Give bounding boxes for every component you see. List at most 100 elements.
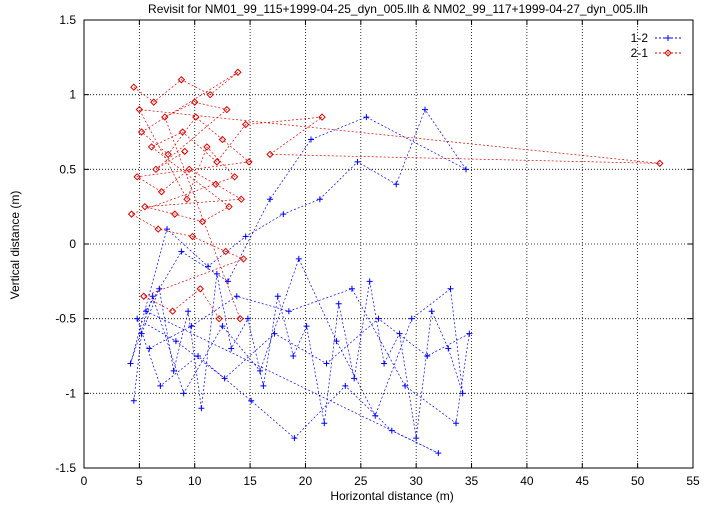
data-point-2-1 (183, 195, 191, 203)
x-tick-label: 20 (299, 474, 313, 488)
y-tick-label: 0.5 (59, 162, 76, 176)
data-point-1-2 (257, 367, 264, 374)
series-line-2-1 (130, 72, 660, 320)
x-axis: 0 5 10 15 20 25 30 35 40 45 50 55 (81, 20, 700, 488)
data-point-2-1 (181, 147, 189, 156)
data-point-1-2 (372, 412, 379, 419)
data-point-1-2 (396, 330, 403, 337)
x-tick-label: 15 (243, 474, 257, 488)
data-point-2-1 (147, 143, 156, 151)
data-point-2-1 (237, 195, 245, 203)
series-layer (127, 68, 664, 457)
x-axis-label: Horizontal distance (m) (330, 489, 453, 503)
data-point-2-1 (196, 285, 204, 293)
y-tick-label: 1 (69, 88, 76, 102)
data-point-1-2 (388, 427, 395, 434)
x-tick-label: 0 (81, 474, 88, 488)
data-point-1-2 (445, 345, 452, 352)
data-point-2-1 (225, 202, 233, 211)
data-point-1-2 (466, 330, 473, 337)
data-point-1-2 (213, 270, 220, 277)
data-point-2-1 (157, 188, 166, 196)
data-point-2-1 (141, 202, 149, 211)
data-point-1-2 (233, 293, 240, 300)
data-point-2-1 (239, 255, 248, 263)
series-1-2 (127, 106, 473, 457)
data-point-1-2 (354, 158, 361, 165)
data-point-2-1 (161, 113, 169, 121)
data-point-1-2 (393, 181, 400, 188)
data-point-1-2 (164, 226, 171, 233)
data-point-1-2 (143, 308, 150, 315)
data-point-1-2 (280, 211, 287, 218)
data-point-2-1 (203, 143, 211, 151)
data-point-2-1 (178, 128, 187, 136)
data-point-2-1 (168, 307, 177, 315)
x-tick-label: 55 (686, 474, 700, 488)
legend-marker-2-1 (664, 49, 672, 57)
x-tick-label: 45 (576, 474, 590, 488)
series-2-1 (127, 68, 664, 323)
data-point-2-1 (191, 98, 199, 106)
data-point-1-2 (381, 360, 388, 367)
data-point-1-2 (321, 420, 328, 427)
data-point-1-2 (188, 323, 195, 330)
data-point-2-1 (140, 292, 148, 300)
data-point-1-2 (248, 397, 255, 404)
grid-lines (84, 20, 693, 468)
data-point-1-2 (342, 382, 349, 389)
data-point-1-2 (134, 315, 141, 322)
data-point-1-2 (447, 285, 454, 292)
data-point-1-2 (127, 360, 134, 367)
data-point-2-1 (171, 210, 179, 218)
data-point-1-2 (323, 360, 330, 367)
data-point-2-1 (192, 113, 200, 121)
series-line-1-2 (130, 108, 470, 454)
data-point-1-2 (242, 233, 249, 240)
data-point-1-2 (375, 315, 382, 322)
y-tick-label: 0 (69, 237, 76, 251)
data-point-1-2 (198, 405, 205, 412)
data-point-1-2 (290, 353, 297, 359)
data-point-2-1 (234, 68, 242, 76)
data-point-1-2 (260, 382, 267, 389)
data-point-2-1 (135, 105, 144, 114)
data-point-1-2 (435, 450, 442, 457)
data-point-2-1 (198, 217, 207, 226)
data-point-1-2 (285, 308, 292, 315)
y-axis: -1.5 -1 -0.5 0 0.5 1 1.5 (55, 13, 693, 475)
data-point-2-1 (127, 210, 136, 218)
x-tick-label: 50 (631, 474, 645, 488)
data-point-1-2 (422, 106, 429, 113)
data-point-2-1 (218, 135, 227, 144)
data-point-1-2 (170, 367, 177, 374)
data-point-1-2 (271, 330, 278, 337)
x-tick-label: 10 (188, 474, 202, 488)
legend-label-1-2: 1-2 (631, 31, 649, 45)
y-tick-label: -0.5 (55, 312, 76, 326)
data-point-1-2 (156, 285, 163, 292)
data-point-1-2 (316, 196, 323, 203)
data-point-2-1 (223, 105, 231, 114)
x-tick-label: 30 (410, 474, 424, 488)
data-point-1-2 (205, 263, 212, 270)
y-tick-label: -1.5 (55, 461, 76, 475)
data-point-1-2 (244, 315, 251, 322)
data-point-1-2 (157, 382, 164, 389)
data-point-2-1 (130, 83, 138, 91)
data-point-1-2 (408, 315, 415, 322)
data-point-1-2 (453, 420, 460, 427)
data-point-1-2 (274, 293, 281, 300)
data-point-1-2 (459, 390, 466, 397)
data-point-1-2 (335, 300, 342, 307)
data-point-1-2 (307, 136, 314, 143)
x-tick-label: 35 (465, 474, 479, 488)
data-point-2-1 (164, 150, 172, 159)
data-point-1-2 (351, 375, 358, 382)
data-point-1-2 (138, 330, 145, 337)
data-point-1-2 (267, 196, 274, 203)
data-point-1-2 (130, 397, 137, 404)
legend: 1-22-1 (631, 31, 682, 60)
data-point-2-1 (137, 128, 146, 136)
